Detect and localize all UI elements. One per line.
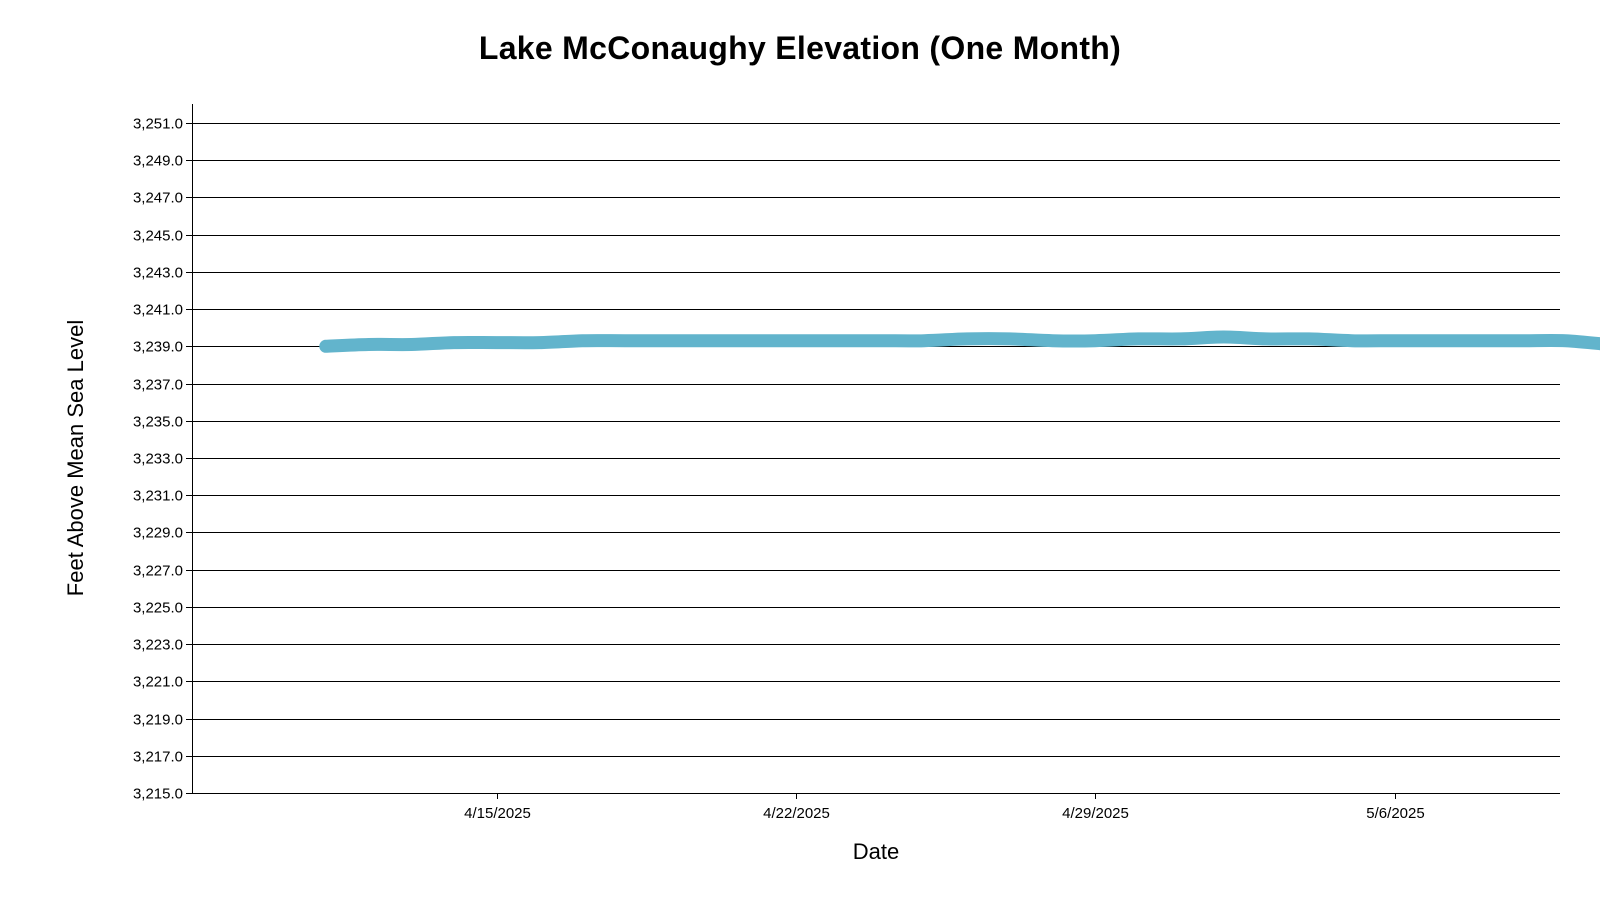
x-axis-ticks: 4/15/2025 4/22/2025 4/29/2025 5/6/2025 (464, 793, 1425, 822)
x-tick-label: 4/22/2025 (763, 805, 830, 822)
series-line (319, 330, 1600, 353)
y-tick-label: 3,251.0 (133, 116, 183, 133)
y-tick-label: 3,233.0 (133, 451, 183, 468)
y-tick-label: 3,223.0 (133, 637, 183, 654)
gridlines (192, 123, 1560, 757)
y-tick-label: 3,241.0 (133, 302, 183, 319)
x-tick-label: 4/15/2025 (464, 805, 531, 822)
y-axis-title: Feet Above Mean Sea Level (63, 320, 88, 596)
y-tick-label: 3,247.0 (133, 190, 183, 207)
y-tick-label: 3,243.0 (133, 265, 183, 282)
y-tick-label: 3,221.0 (133, 674, 183, 691)
y-tick-label: 3,235.0 (133, 414, 183, 431)
x-axis-title: Date (853, 839, 899, 864)
y-tick-label: 3,215.0 (133, 786, 183, 803)
y-tick-label: 3,227.0 (133, 563, 183, 580)
y-tick-label: 3,231.0 (133, 488, 183, 505)
y-tick-label: 3,219.0 (133, 712, 183, 729)
y-tick-label: 3,229.0 (133, 525, 183, 542)
chart-title: Lake McConaughy Elevation (One Month) (478, 30, 1122, 66)
y-tick-label: 3,217.0 (133, 749, 183, 766)
x-tick-label: 4/29/2025 (1062, 805, 1129, 822)
y-tick-label: 3,245.0 (133, 228, 183, 245)
y-tick-label: 3,239.0 (133, 339, 183, 356)
y-tick-label: 3,249.0 (133, 153, 183, 170)
x-tick-label: 5/6/2025 (1366, 805, 1424, 822)
y-tick-label: 3,237.0 (133, 377, 183, 394)
y-tick-label: 3,225.0 (133, 600, 183, 617)
series-lines (319, 330, 1600, 353)
axes (192, 104, 1560, 794)
y-axis-ticks: 3,215.0 3,217.0 3,219.0 3,221.0 3,223.0 3,225… (133, 116, 192, 803)
